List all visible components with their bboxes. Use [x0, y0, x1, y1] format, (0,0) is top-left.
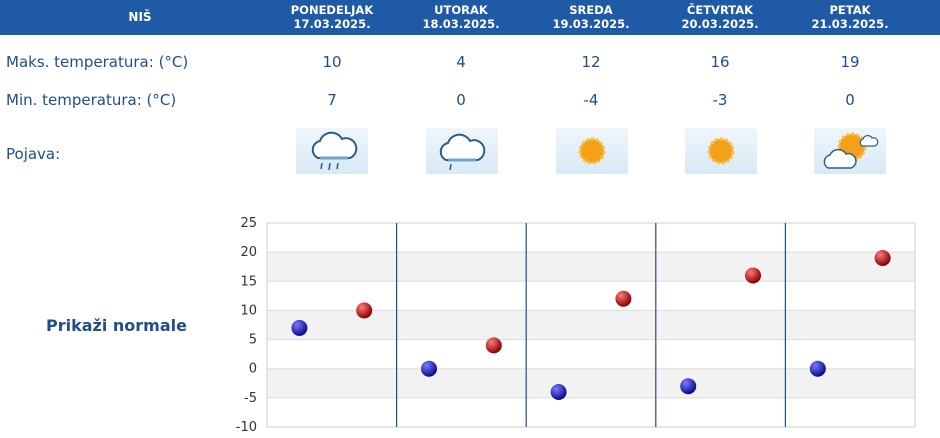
y-tick-label: 25	[240, 216, 257, 231]
min-temp-point	[680, 378, 697, 395]
grid-band	[267, 281, 915, 311]
sun-icon	[556, 128, 628, 174]
grid-band	[267, 252, 915, 282]
grid-band	[267, 223, 915, 253]
y-tick-label: -5	[244, 391, 257, 406]
max-temp-value: 10	[322, 53, 342, 71]
max-temp-value: 12	[581, 53, 601, 71]
grid-band	[267, 397, 915, 427]
header-bar: NIŠ PONEDELJAK 17.03.2025. UTORAK 18.03.…	[0, 0, 940, 35]
grid-band	[267, 339, 915, 369]
min-temp-value: 7	[327, 91, 337, 109]
min-temp-value: -4	[583, 91, 599, 109]
day-header: PONEDELJAK 17.03.2025.	[267, 3, 397, 31]
grid-band	[267, 310, 915, 340]
min-temp-point	[421, 360, 437, 377]
day-header: ČETVRTAK 20.03.2025.	[655, 3, 785, 31]
y-tick-label: 5	[249, 333, 257, 348]
phenomenon-label: Pojava:	[6, 145, 61, 163]
max-temp-point	[745, 267, 761, 284]
plot-frame	[266, 222, 916, 428]
y-tick-label: 15	[240, 274, 257, 289]
y-tick-label: 10	[240, 303, 257, 318]
day-header: PETAK 21.03.2025.	[785, 3, 915, 31]
min-temp-point	[809, 360, 826, 377]
day-date: 17.03.2025.	[293, 17, 371, 31]
day-name: SREDA	[569, 3, 613, 17]
day-name: PETAK	[829, 3, 871, 17]
day-date: 20.03.2025.	[681, 17, 759, 31]
y-tick-label: -10	[236, 420, 257, 435]
day-date: 19.03.2025.	[552, 17, 630, 31]
partly-cloudy-icon	[814, 128, 886, 174]
min-temp-value: 0	[845, 91, 855, 109]
rain-cloud-icon	[296, 128, 368, 174]
day-name: PONEDELJAK	[290, 3, 374, 17]
day-date: 18.03.2025.	[422, 17, 500, 31]
min-temp-value: -3	[712, 91, 728, 109]
day-header: UTORAK 18.03.2025.	[396, 3, 526, 31]
sun-icon	[685, 128, 757, 174]
temperature-chart: 25 20 15 10 5 0 -5 -10	[236, 216, 916, 435]
max-temp-point	[615, 290, 632, 307]
light-rain-cloud-icon	[426, 128, 498, 174]
min-temp-label: Min. temperatura: (°C)	[6, 91, 177, 109]
min-temp-value: 0	[456, 91, 466, 109]
max-temp-point	[356, 302, 373, 319]
max-temp-label: Maks. temperatura: (°C)	[6, 53, 189, 71]
day-name: ČETVRTAK	[686, 3, 754, 17]
max-temp-value: 19	[840, 53, 860, 71]
day-name: UTORAK	[434, 3, 488, 17]
max-temp-point	[874, 249, 891, 266]
min-temp-point	[291, 319, 308, 336]
y-tick-label: 20	[240, 245, 257, 260]
max-temp-value: 16	[710, 53, 730, 71]
y-tick-label: 0	[249, 362, 257, 377]
max-temp-point	[485, 337, 502, 354]
show-normals-link[interactable]: Prikaži normale	[46, 316, 187, 335]
max-temp-value: 4	[456, 53, 466, 71]
city-name: NIŠ	[128, 10, 152, 24]
grid-band	[267, 368, 915, 398]
day-header: SREDA 19.03.2025.	[526, 3, 656, 31]
min-temp-point	[550, 384, 567, 401]
day-date: 21.03.2025.	[811, 17, 889, 31]
